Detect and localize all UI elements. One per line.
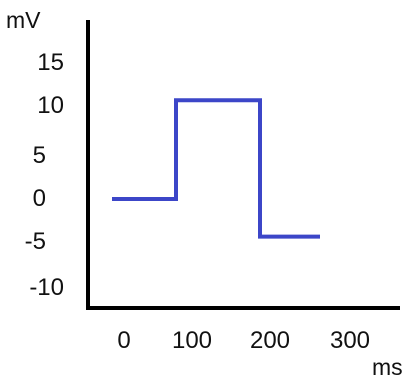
x-tick-100: 100 [172,327,212,354]
x-tick-200: 200 [250,327,290,354]
x-axis-unit: ms [372,354,403,380]
y-tick-minus-5: -5 [25,228,46,255]
series-layer [112,98,320,239]
x-tick-0: 0 [117,327,130,354]
y-tick-5: 5 [33,142,46,169]
y-tick-0: 0 [33,185,46,212]
y-tick-10: 10 [37,92,64,119]
series-line-0 [112,98,320,239]
x-tick-300: 300 [330,327,370,354]
y-tick-minus-10: -10 [29,274,64,301]
y-axis-unit: mV [6,7,41,33]
y-tick-15: 15 [37,49,64,76]
